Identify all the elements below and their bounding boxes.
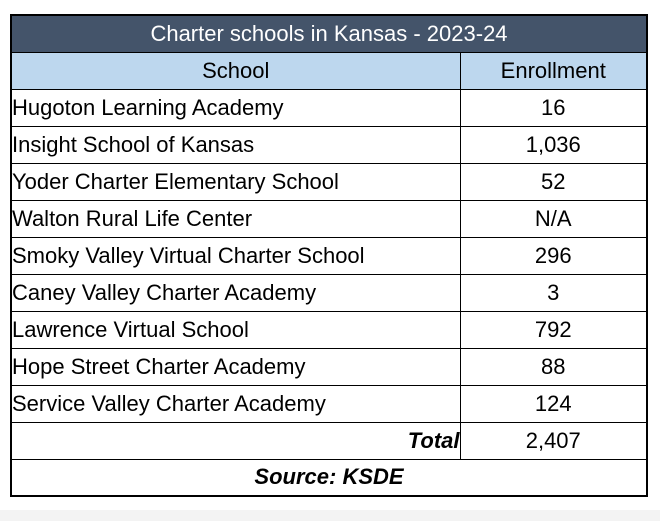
school-name-cell: Lawrence Virtual School: [10, 310, 461, 349]
table-title: Charter schools in Kansas - 2023-24: [10, 14, 648, 53]
enrollment-cell: 52: [459, 162, 648, 201]
school-name-cell: Service Valley Charter Academy: [10, 384, 461, 423]
enrollment-cell: 88: [459, 347, 648, 386]
table-row: Walton Rural Life Center N/A: [10, 199, 648, 238]
charter-schools-table: Charter schools in Kansas - 2023-24 Scho…: [10, 14, 648, 497]
table-row: Yoder Charter Elementary School 52: [10, 162, 648, 201]
table-body: Hugoton Learning Academy 16 Insight School…: [10, 88, 648, 423]
school-name-cell: Walton Rural Life Center: [10, 199, 461, 238]
total-label: Total: [10, 421, 461, 460]
enrollment-cell: 1,036: [459, 125, 648, 164]
enrollment-cell: 16: [459, 88, 648, 127]
enrollment-cell: 124: [459, 384, 648, 423]
school-name-cell: Insight School of Kansas: [10, 125, 461, 164]
table-row: Lawrence Virtual School 792: [10, 310, 648, 349]
enrollment-cell: N/A: [459, 199, 648, 238]
total-row: Total 2,407: [10, 421, 648, 460]
table-row: Service Valley Charter Academy 124: [10, 384, 648, 423]
enrollment-cell: 3: [459, 273, 648, 312]
table-canvas: Charter schools in Kansas - 2023-24 Scho…: [0, 0, 660, 510]
table-row: Caney Valley Charter Academy 3: [10, 273, 648, 312]
enrollment-cell: 792: [459, 310, 648, 349]
column-header-school: School: [10, 51, 461, 90]
table-row: Insight School of Kansas 1,036: [10, 125, 648, 164]
source-row: Source: KSDE: [10, 458, 648, 497]
table-row: Hope Street Charter Academy 88: [10, 347, 648, 386]
table-row: Hugoton Learning Academy 16: [10, 88, 648, 127]
school-name-cell: Smoky Valley Virtual Charter School: [10, 236, 461, 275]
source-note: Source: KSDE: [10, 458, 648, 497]
total-value: 2,407: [459, 421, 648, 460]
column-header-enrollment: Enrollment: [459, 51, 648, 90]
school-name-cell: Yoder Charter Elementary School: [10, 162, 461, 201]
school-name-cell: Hugoton Learning Academy: [10, 88, 461, 127]
enrollment-cell: 296: [459, 236, 648, 275]
header-row: School Enrollment: [10, 51, 648, 90]
table-row: Smoky Valley Virtual Charter School 296: [10, 236, 648, 275]
school-name-cell: Caney Valley Charter Academy: [10, 273, 461, 312]
school-name-cell: Hope Street Charter Academy: [10, 347, 461, 386]
